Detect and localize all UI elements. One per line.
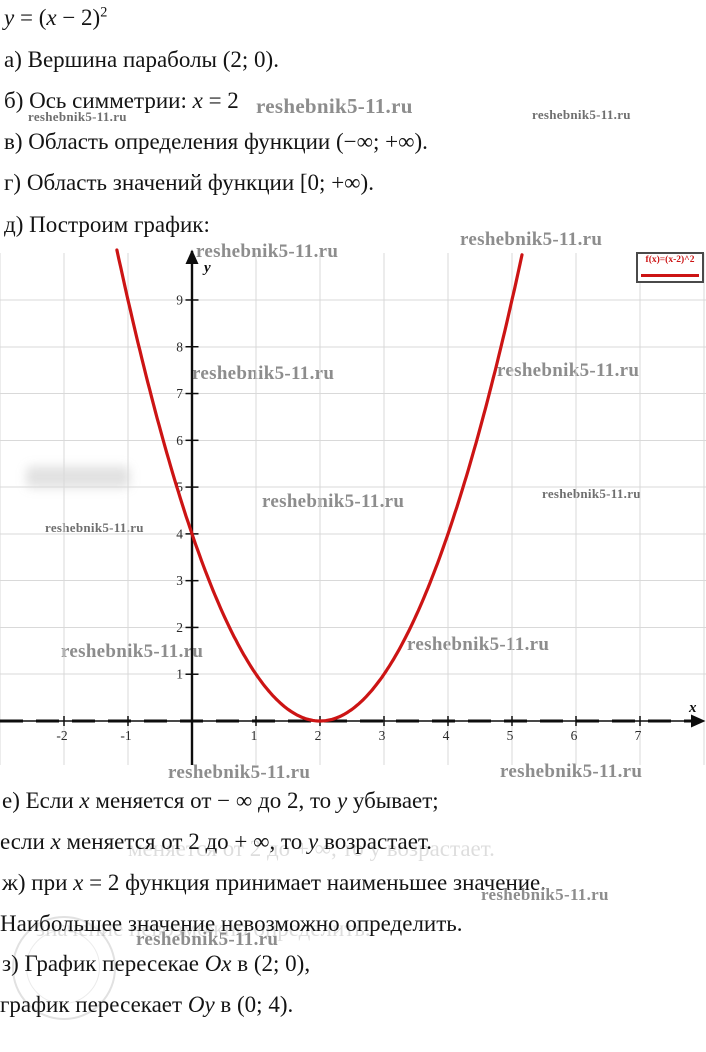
y-axis-label: y bbox=[202, 260, 211, 276]
y-tick-label: 9 bbox=[176, 292, 183, 307]
line-e2: если x меняется от 2 до + ∞, то y возрас… bbox=[0, 829, 433, 854]
watermark-text: reshebnik5-11.ru bbox=[61, 641, 204, 662]
x-axis: -2 -1 1 2 3 4 5 6 7 x bbox=[0, 700, 706, 743]
x-tick-label: 7 bbox=[635, 728, 642, 743]
line-e1: е) Если x меняется от − ∞ до 2, то y убы… bbox=[2, 788, 439, 813]
y-tick-label: 4 bbox=[176, 526, 183, 541]
watermark-text: reshebnik5-11.ru bbox=[262, 491, 405, 512]
y-axis-arrow bbox=[185, 249, 199, 264]
ghost-text: меняется от 2 до + ∞, то у возрастает. bbox=[128, 836, 495, 861]
line-b: б) Ось симметрии: x = 2 bbox=[4, 88, 239, 113]
stamp-circle-inner bbox=[26, 930, 100, 1004]
watermark-text: reshebnik5-11.ru bbox=[28, 109, 127, 124]
x-tick-label: 3 bbox=[379, 728, 386, 743]
y-tick-label: 2 bbox=[176, 620, 183, 635]
y-tick-label: 7 bbox=[176, 386, 183, 401]
y-tick-label: 6 bbox=[176, 433, 183, 448]
parabola-graph: -2 -1 1 2 3 4 5 6 7 x 1 2 3 4 5 6 7 8 9 y bbox=[0, 248, 706, 765]
legend-label: f(x)=(x-2)^2 bbox=[645, 255, 695, 265]
y-tick-label: 1 bbox=[176, 667, 183, 682]
legend-line-sample bbox=[641, 274, 699, 277]
x-tick-label: 1 bbox=[251, 728, 258, 743]
x-tick-label: -2 bbox=[56, 728, 67, 743]
line-g: г) Область значений функции [0; +∞). bbox=[4, 170, 374, 195]
x-tick-label: 6 bbox=[571, 728, 578, 743]
line-zh: ж) при x = 2 функция принимает наименьше… bbox=[2, 870, 547, 895]
y-axis: 1 2 3 4 5 6 7 8 9 y bbox=[176, 249, 211, 765]
stamp-circle-outer bbox=[12, 916, 116, 1020]
y-tick-label: 8 bbox=[176, 339, 183, 354]
line-d: д) Построим график: bbox=[4, 212, 210, 237]
watermark-text: reshebnik5-11.ru bbox=[497, 360, 640, 381]
watermark-text: reshebnik5-11.ru bbox=[460, 229, 603, 250]
parabola-curve bbox=[115, 248, 524, 723]
watermark-text: reshebnik5-11.ru bbox=[196, 241, 339, 262]
x-axis-label: x bbox=[688, 700, 697, 716]
watermark-text: reshebnik5-11.ru bbox=[168, 762, 311, 783]
watermark-text: reshebnik5-11.ru bbox=[481, 885, 609, 904]
formula-line: y = (x − 2)2 bbox=[4, 4, 108, 30]
watermark-text: reshebnik5-11.ru bbox=[136, 929, 279, 950]
watermark-text: reshebnik5-11.ru bbox=[45, 520, 144, 535]
x-axis-arrow bbox=[691, 714, 706, 728]
watermark-text: reshebnik5-11.ru bbox=[192, 363, 335, 384]
line-a: а) Вершина параболы (2; 0). bbox=[4, 47, 279, 72]
y-tick-label: 3 bbox=[176, 573, 183, 588]
line-v: в) Область определения функции (−∞; +∞). bbox=[4, 129, 428, 154]
gridlines bbox=[0, 253, 706, 765]
watermark-text: reshebnik5-11.ru bbox=[542, 486, 641, 501]
smudge-artifact bbox=[26, 466, 130, 488]
x-tick-label: -1 bbox=[120, 728, 131, 743]
x-tick-label: 5 bbox=[507, 728, 514, 743]
watermark-text: reshebnik5-11.ru bbox=[256, 94, 413, 118]
watermark-text: reshebnik5-11.ru bbox=[407, 634, 550, 655]
y-tick-label: 5 bbox=[176, 480, 183, 495]
watermark-text: reshebnik5-11.ru bbox=[532, 107, 631, 122]
watermark-text: reshebnik5-11.ru bbox=[500, 761, 643, 782]
x-tick-label: 2 bbox=[315, 728, 322, 743]
legend-box: f(x)=(x-2)^2 bbox=[636, 252, 704, 283]
x-tick-label: 4 bbox=[443, 728, 450, 743]
